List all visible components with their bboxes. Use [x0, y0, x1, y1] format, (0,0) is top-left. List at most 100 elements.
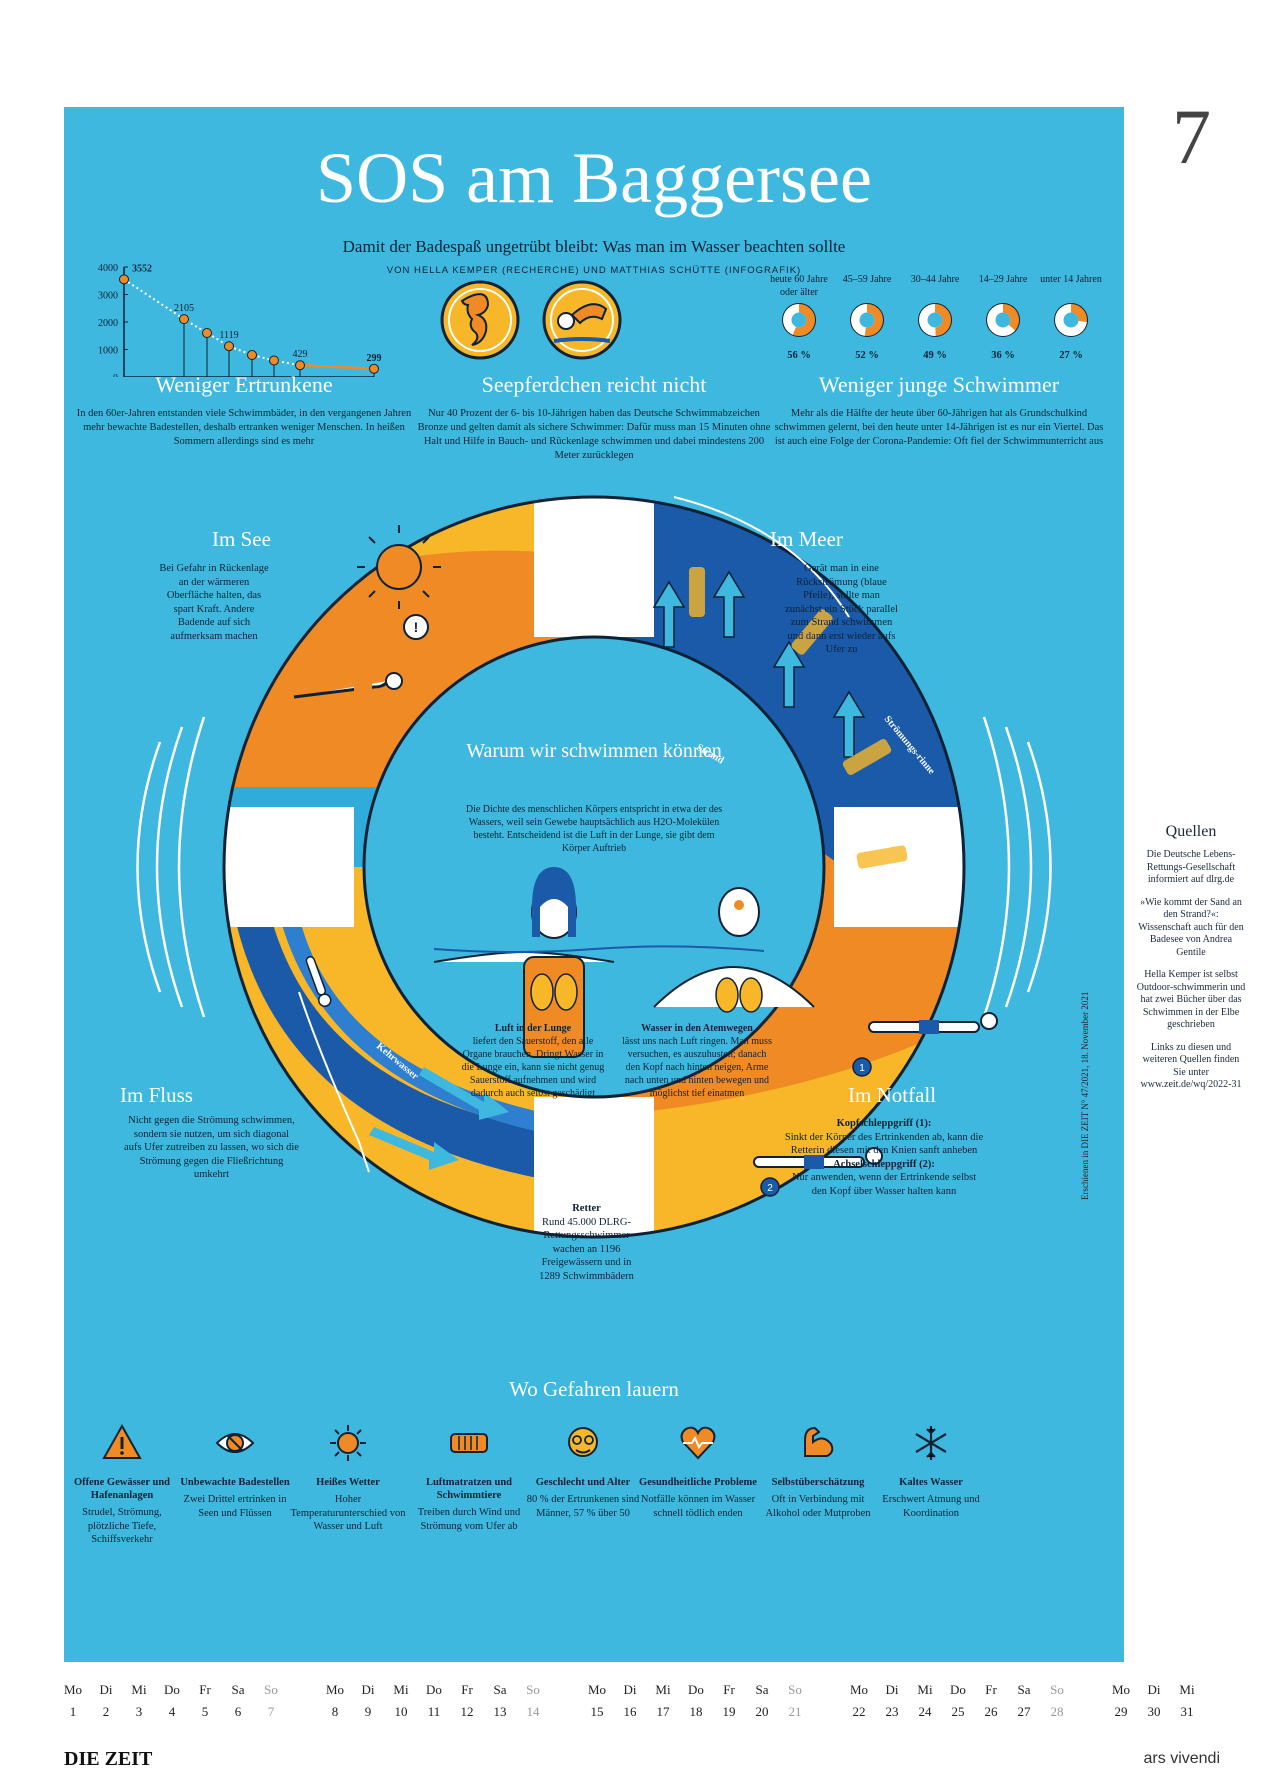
danger-title: Selbstüberschätzung — [771, 1477, 865, 1488]
calendar-weekday: Sa — [1017, 1682, 1031, 1697]
old-man-icon — [562, 1422, 604, 1464]
donut-outline — [850, 303, 884, 337]
step-badge-1: 1 — [852, 1057, 872, 1077]
sun-icon — [357, 525, 441, 609]
retter-box: Retter Rund 45.000 DLRG-Rettungsschwimme… — [534, 1202, 639, 1283]
danger-body: Hoher Temperaturunterschied von Wasser u… — [290, 1494, 406, 1532]
drowning-chart: 4000300020001000019261951617181912000202… — [98, 263, 382, 377]
age-pct: 27 % — [1059, 350, 1083, 361]
badge-icons — [440, 280, 622, 360]
danger-item: Geschlecht und Alter 80 % der Ertrunkenen… — [524, 1422, 642, 1520]
calendar-weekday: Di — [885, 1682, 899, 1697]
calendar-day: 20 — [755, 1704, 769, 1719]
publisher: ars vivendi — [1143, 1750, 1220, 1767]
data-label: 1119 — [219, 330, 238, 341]
donut-fill — [986, 303, 1020, 337]
dangers-title: Wo Gefahren lauern — [509, 1377, 679, 1401]
section-body-left: In den 60er-Jahren entstanden viele Schw… — [76, 408, 412, 447]
poster: SOS am Baggersee Damit der Badespaß unge… — [64, 107, 1124, 1662]
calendar-day: 27 — [1017, 1704, 1031, 1719]
calendar-weekday: So — [788, 1682, 802, 1697]
calendar-day: 2 — [102, 1704, 110, 1719]
danger-body: Erschwert Atmung und Koordination — [882, 1494, 980, 1519]
age-pct: 49 % — [923, 350, 947, 361]
danger-title: Gesundheitliche Probleme — [639, 1477, 757, 1488]
danger-item: Unbewachte Badestellen Zwei Drittel ertri… — [176, 1422, 294, 1520]
donut-outline — [1054, 303, 1088, 337]
calendar-day: 3 — [135, 1704, 143, 1719]
calendar-weekday: So — [1050, 1682, 1064, 1697]
calendar-day: 28 — [1050, 1704, 1064, 1719]
calendar: Mo 1 Di 2 Mi 3 Do 4 Fr 5 Sa 6 So 7 Mo 8 Di 9 Mi 10 Do 11 Fr 12 S… — [60, 1682, 1240, 1726]
section-title-middle: Seepferdchen reicht nicht — [481, 372, 707, 397]
danger-title: Unbewachte Badestellen — [180, 1477, 290, 1488]
river-arrows — [369, 1067, 509, 1170]
muscle-icon — [797, 1422, 839, 1464]
quellen-title: Quellen — [1165, 823, 1217, 840]
data-point — [224, 341, 234, 352]
data-label: 299 — [367, 353, 382, 364]
air-mattress-icon — [448, 1422, 490, 1464]
section-title-right: Weniger junge Schwimmer — [818, 372, 1060, 397]
danger-item: Selbstüberschätzung Oft in Verbindung mit… — [759, 1422, 877, 1520]
section-body-right: Mehr als die Hälfte der heute über 60-Jä… — [774, 408, 1104, 447]
section-body-middle: Nur 40 Prozent der 6- bis 10-Jährigen ha… — [417, 408, 771, 461]
motion-arcs — [136, 716, 1052, 1018]
quellen-p1: Die Deutsche Lebens-Rettungs-Gesellschaf… — [1146, 849, 1236, 885]
danger-body: Oft in Verbindung mit Alkohol oder Mutpr… — [765, 1494, 871, 1519]
data-point — [247, 350, 257, 360]
notfall-t1: Sinkt der Körper des Ertrinkenden ab, ka… — [784, 1131, 984, 1157]
calendar-weekday: Mi — [917, 1682, 933, 1697]
rescue-swimmer-1-icon — [868, 1012, 998, 1034]
y-tick-label: 4000 — [98, 263, 118, 274]
quellen: Quellen Die Deutsche Lebens-Rettungs-Ges… — [1136, 823, 1246, 1102]
calendar-day: 7 — [267, 1704, 275, 1719]
calendar-day: 10 — [394, 1704, 408, 1719]
meer-title: Im Meer — [770, 527, 843, 551]
current-arrows — [652, 570, 866, 758]
page-title: SOS am Baggersee — [316, 138, 872, 218]
age-pct: 36 % — [991, 350, 1015, 361]
calendar-weekday: Mo — [63, 1682, 83, 1697]
warning-icon — [101, 1422, 143, 1464]
man-floating-icon — [653, 887, 815, 1013]
data-label: 3552 — [132, 263, 152, 274]
donut-fill — [918, 303, 952, 337]
calendar-day: 15 — [590, 1704, 604, 1719]
snowflake-icon — [910, 1422, 952, 1464]
age-label: 30–44 Jahre — [910, 274, 960, 285]
data-point — [269, 355, 279, 366]
danger-title: Heißes Wetter — [316, 1477, 380, 1488]
donut-fill — [850, 303, 884, 337]
retter-body: Rund 45.000 DLRG-Rettungsschwimmer wache… — [539, 1216, 634, 1282]
data-label: 429 — [293, 349, 308, 360]
seahorse-icon — [440, 280, 520, 360]
calendar-weekday: Sa — [231, 1682, 245, 1697]
calendar-weekday: So — [264, 1682, 278, 1697]
calendar-weekday: So — [526, 1682, 540, 1697]
notfall-b2: Achselschleppgriff (2): — [833, 1158, 935, 1170]
calendar-weekday: Fr — [199, 1682, 211, 1697]
danger-title: Geschlecht und Alter — [535, 1477, 631, 1488]
calendar-weekday: Mi — [1179, 1682, 1195, 1697]
danger-item: Gesundheitliche Probleme Notfälle können … — [639, 1422, 757, 1520]
calendar-day: 17 — [656, 1704, 670, 1719]
notfall-body: Kopfschleppgriff (1): Sinkt der Körper d… — [784, 1117, 984, 1198]
lung-left-body: liefert den Sauerstoff, den alle Organe … — [461, 1036, 605, 1099]
y-tick-label: 3000 — [98, 291, 118, 302]
page-subtitle: Damit der Badespaß ungetrübt bleibt: Was… — [342, 237, 846, 256]
see-body: Bei Gefahr in Rückenlage an der wärmeren… — [159, 563, 269, 642]
data-point — [295, 360, 305, 371]
calendar-weekday: Do — [950, 1682, 966, 1697]
center-title: Warum wir schwimmen können — [466, 740, 722, 762]
danger-body: Zwei Drittel ertrinken in Seen und Flüss… — [183, 1494, 287, 1519]
calendar-day: 30 — [1147, 1704, 1161, 1719]
calendar-weekday: Mo — [325, 1682, 345, 1697]
calendar-weekday: Di — [361, 1682, 375, 1697]
calendar-day: 6 — [234, 1704, 242, 1719]
calendar-weekday: Mi — [655, 1682, 671, 1697]
calendar-weekday: Di — [623, 1682, 637, 1697]
svg-text:1: 1 — [859, 1063, 865, 1074]
calendar-weekday: Mi — [393, 1682, 409, 1697]
data-point — [202, 328, 212, 338]
